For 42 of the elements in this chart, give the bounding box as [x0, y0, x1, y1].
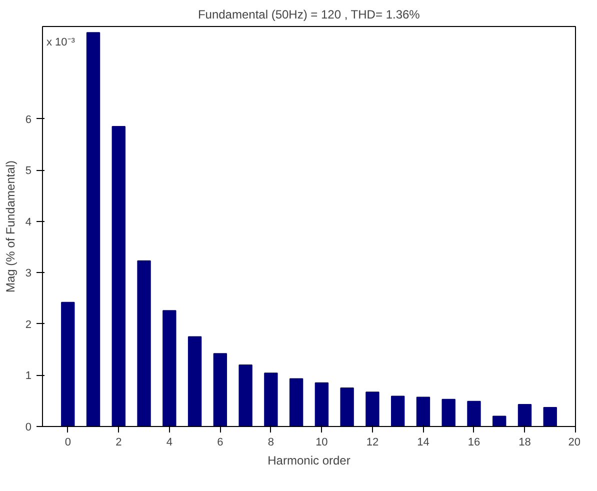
- x-tick-label: 10: [316, 436, 328, 448]
- y-tick-label: 6: [25, 114, 32, 126]
- x-tick-label: 14: [417, 436, 430, 448]
- bar: [492, 416, 506, 426]
- y-tick-label: 1: [25, 370, 32, 382]
- bar: [137, 260, 151, 426]
- y-tick-label: 5: [25, 165, 32, 178]
- x-axis-title: Harmonic order: [268, 454, 350, 468]
- y-tick-label: 2: [25, 318, 32, 331]
- bar: [289, 378, 304, 426]
- x-tick-label: 4: [166, 436, 172, 448]
- bar: [314, 382, 329, 426]
- bar: [112, 126, 126, 426]
- y-tick-label: 4: [25, 216, 32, 228]
- bar: [213, 353, 228, 426]
- x-tick-label: 18: [518, 436, 531, 448]
- y-tick-label: 3: [25, 268, 32, 280]
- x-tick-label: 12: [366, 436, 379, 448]
- bar: [61, 302, 75, 426]
- x-tick-label: 0: [64, 436, 71, 448]
- bar: [467, 400, 481, 426]
- bar: [543, 407, 557, 426]
- x-tick-label: 6: [217, 436, 224, 448]
- x-tick-label: 2: [116, 436, 122, 448]
- bar: [442, 398, 456, 426]
- bar: [416, 396, 430, 426]
- chart-title: Fundamental (50Hz) = 120 , THD= 1.36%: [198, 8, 420, 22]
- bar: [340, 388, 354, 426]
- y-tick-label: 0: [25, 422, 32, 434]
- y-axis-title: Mag (% of Fundamental): [3, 160, 18, 293]
- bar: [366, 392, 380, 426]
- x-tick-label: 20: [568, 436, 581, 448]
- x-tick-label: 8: [268, 436, 274, 448]
- bar: [86, 32, 100, 426]
- bar: [188, 336, 202, 426]
- annotation: x 10⁻³: [46, 36, 76, 48]
- bar: [390, 396, 405, 426]
- bar: [264, 372, 278, 426]
- bar: [162, 310, 176, 426]
- bar: [238, 364, 252, 426]
- bar: [518, 404, 532, 426]
- x-tick-label: 16: [468, 436, 480, 448]
